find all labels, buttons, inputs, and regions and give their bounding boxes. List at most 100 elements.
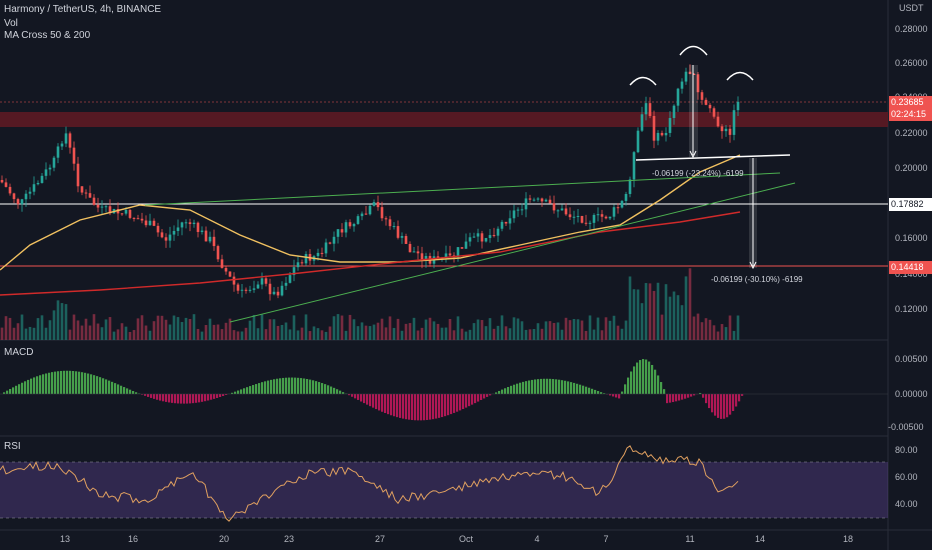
volume-bar <box>596 317 600 340</box>
macd-bar <box>585 386 588 394</box>
macd-bar <box>126 388 129 394</box>
time-tick-label: 11 <box>685 534 694 544</box>
macd-bar <box>192 394 195 404</box>
time-tick-label: 13 <box>60 534 70 544</box>
macd-bar <box>390 394 393 416</box>
macd-bar <box>174 394 177 404</box>
volume-bar <box>600 330 604 340</box>
volume-bar <box>308 331 312 340</box>
macd-bar <box>717 394 720 418</box>
volume-bar <box>64 304 68 340</box>
macd-bar <box>576 383 579 394</box>
macd-bar <box>513 384 516 394</box>
macd-bar <box>135 392 138 394</box>
volume-bar <box>84 318 88 340</box>
candle <box>504 221 508 224</box>
volume-bar <box>432 321 436 340</box>
candle <box>136 218 140 220</box>
macd-bar <box>411 394 414 421</box>
time-tick-label: 23 <box>284 534 294 544</box>
volume-bar <box>116 329 120 340</box>
volume-bar <box>192 314 196 340</box>
macd-bar <box>702 394 705 398</box>
volume-bar <box>360 322 364 340</box>
macd-bar <box>9 388 12 394</box>
macd-bar <box>480 394 483 401</box>
macd-bar <box>678 394 681 401</box>
macd-bar <box>111 381 114 394</box>
candle <box>204 230 208 242</box>
candle <box>124 209 128 214</box>
macd-bar <box>450 394 453 415</box>
macd-bar <box>516 383 519 394</box>
macd-bar <box>132 390 135 394</box>
candle <box>320 252 324 254</box>
candle <box>296 262 300 268</box>
candle <box>420 253 424 261</box>
macd-bar <box>3 392 6 394</box>
candle <box>64 133 68 144</box>
candle <box>464 241 468 249</box>
volume-bar <box>404 323 408 340</box>
volume-bar <box>284 322 288 340</box>
arrowhead-1 <box>689 150 697 159</box>
volume-bar <box>92 314 96 340</box>
macd-bar <box>375 394 378 410</box>
macd-bar <box>84 372 87 394</box>
volume-bar <box>4 316 8 340</box>
volume-bar <box>216 324 220 340</box>
volume-bar <box>128 331 132 340</box>
candle <box>12 193 16 200</box>
volume-bar <box>260 314 264 340</box>
lower-trendline <box>229 182 796 323</box>
candle <box>48 167 52 170</box>
volume-bar <box>500 315 504 340</box>
candle <box>208 236 212 242</box>
volume-bar <box>296 330 300 340</box>
macd-bar <box>546 378 549 394</box>
candle <box>324 242 328 254</box>
macd-bar <box>666 394 669 404</box>
macd-bar <box>564 380 567 394</box>
candle <box>728 128 732 135</box>
macd-bar <box>603 393 606 394</box>
macd-bar <box>555 379 558 394</box>
candle <box>348 222 352 227</box>
macd-bar <box>543 378 546 394</box>
volume-bar <box>536 323 540 340</box>
macd-bar <box>39 375 42 394</box>
candle <box>8 186 12 194</box>
macd-bar <box>657 375 660 394</box>
macd-bar <box>69 370 72 394</box>
candle <box>400 236 404 238</box>
volume-bar <box>652 290 656 340</box>
volume-bar <box>572 319 576 340</box>
candle <box>456 247 460 256</box>
volume-bar <box>408 323 412 340</box>
macd-bar <box>51 372 54 394</box>
volume-bar <box>268 319 272 340</box>
macd-bar <box>351 394 354 397</box>
volume-bar <box>224 322 228 340</box>
volume-bar <box>184 317 188 340</box>
rsi-label: RSI <box>4 441 21 452</box>
macd-bar <box>165 394 168 402</box>
macd-bar <box>198 394 201 403</box>
volume-bar <box>376 322 380 340</box>
volume-bar <box>648 283 652 340</box>
macd-bar <box>579 384 582 394</box>
macd-bar <box>618 394 621 399</box>
volume-bar <box>100 327 104 340</box>
candle <box>376 202 380 208</box>
candle <box>364 213 368 215</box>
rsi-band <box>0 462 888 518</box>
candle <box>616 207 620 209</box>
macd-bar <box>474 394 477 404</box>
candle <box>156 225 160 233</box>
macd-bar <box>435 394 438 419</box>
volume-bar <box>172 315 176 340</box>
candle <box>632 152 636 180</box>
macd-bar <box>90 374 93 394</box>
ma-cross-label: MA Cross 50 & 200 <box>4 30 91 41</box>
